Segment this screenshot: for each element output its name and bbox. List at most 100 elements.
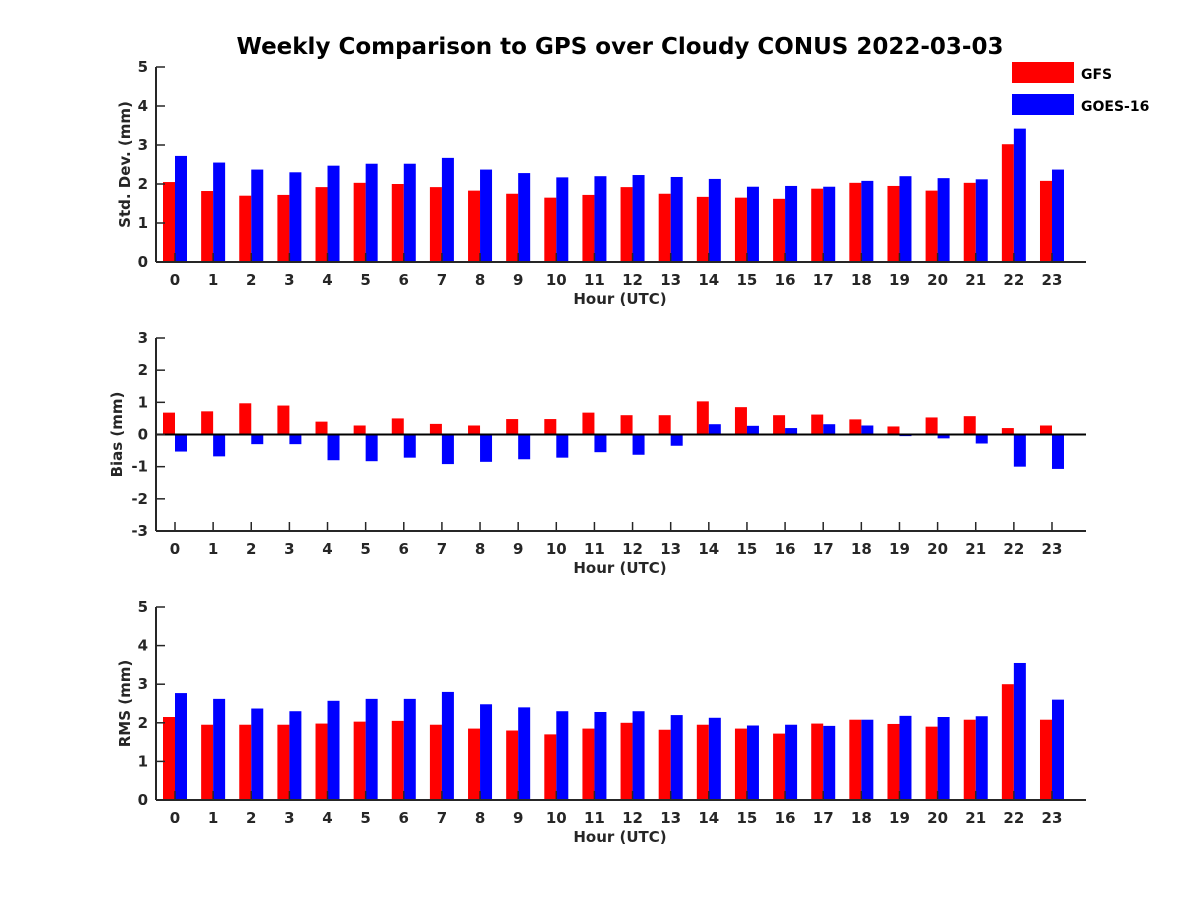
x-tick-label-bias: 17 [813, 540, 834, 558]
bar-rms-goes-16-13 [670, 715, 683, 800]
x-tick-label-std-dev: 1 [208, 271, 218, 289]
x-tick-label-std-dev: 18 [851, 271, 872, 289]
y-tick-label-rms: 1 [138, 752, 148, 770]
bar-rms-gfs-13 [658, 729, 671, 800]
x-tick-label-bias: 7 [437, 540, 447, 558]
bar-rms-goes-16-8 [480, 704, 493, 800]
bar-bias-goes-16-13 [670, 434, 683, 446]
bar-bias-goes-16-10 [556, 434, 569, 458]
chart-title: Weekly Comparison to GPS over Cloudy CON… [237, 34, 1004, 60]
x-axis-label-std-dev: Hour (UTC) [573, 290, 666, 308]
x-tick-label-std-dev: 7 [437, 271, 447, 289]
bar-bias-goes-16-2 [251, 434, 264, 445]
bar-rms-gfs-15 [734, 728, 747, 800]
bar-std-dev-goes-16-14 [708, 178, 721, 262]
x-tick-label-std-dev: 11 [584, 271, 605, 289]
bar-bias-gfs-15 [734, 407, 747, 435]
bar-rms-goes-16-18 [861, 719, 874, 800]
bar-std-dev-goes-16-6 [403, 163, 416, 262]
bar-rms-goes-16-16 [785, 724, 798, 800]
bar-bias-gfs-2 [239, 403, 252, 435]
x-tick-label-bias: 11 [584, 540, 605, 558]
x-tick-label-bias: 20 [927, 540, 948, 558]
bar-rms-goes-16-3 [289, 711, 302, 800]
bar-rms-goes-16-5 [365, 698, 378, 800]
x-tick-label-bias: 12 [622, 540, 643, 558]
y-tick-label-rms: 2 [138, 714, 148, 732]
legend-swatch-gfs [1012, 62, 1074, 83]
x-tick-label-rms: 7 [437, 809, 447, 827]
bar-bias-gfs-11 [582, 412, 595, 435]
bar-bias-goes-16-1 [213, 434, 226, 457]
x-tick-label-bias: 16 [775, 540, 796, 558]
bar-std-dev-goes-16-5 [365, 163, 378, 262]
bar-bias-goes-16-18 [861, 425, 874, 435]
x-tick-label-bias: 21 [965, 540, 986, 558]
bar-std-dev-gfs-13 [658, 193, 671, 262]
bar-bias-gfs-9 [506, 419, 519, 435]
bar-rms-goes-16-9 [518, 707, 531, 800]
legend-label-gfs: GFS [1081, 67, 1112, 83]
x-tick-label-rms: 18 [851, 809, 872, 827]
bar-rms-gfs-7 [429, 724, 442, 800]
x-tick-label-std-dev: 17 [813, 271, 834, 289]
x-tick-label-std-dev: 16 [775, 271, 796, 289]
x-tick-label-std-dev: 19 [889, 271, 910, 289]
bar-bias-goes-16-3 [289, 434, 302, 445]
bar-bias-gfs-5 [353, 425, 366, 435]
bar-rms-goes-16-1 [213, 698, 226, 800]
y-tick-label-std-dev: 1 [138, 214, 148, 232]
bar-rms-goes-16-23 [1051, 699, 1064, 800]
bar-bias-goes-16-5 [365, 434, 378, 462]
y-tick-label-std-dev: 2 [138, 175, 148, 193]
x-tick-label-rms: 9 [513, 809, 523, 827]
bar-bias-gfs-8 [468, 425, 481, 435]
bar-bias-gfs-17 [811, 414, 824, 435]
x-tick-label-std-dev: 10 [546, 271, 567, 289]
y-tick-label-bias: 3 [138, 329, 148, 347]
x-tick-label-std-dev: 22 [1003, 271, 1024, 289]
bar-bias-gfs-7 [429, 423, 442, 435]
x-tick-label-std-dev: 8 [475, 271, 485, 289]
bar-bias-gfs-13 [658, 415, 671, 435]
bar-rms-gfs-22 [1001, 684, 1014, 800]
bar-std-dev-goes-16-18 [861, 180, 874, 262]
bar-bias-gfs-19 [887, 426, 900, 435]
bar-rms-goes-16-15 [746, 725, 759, 800]
bar-rms-goes-16-14 [708, 717, 721, 800]
y-tick-label-bias: -1 [131, 458, 148, 476]
bar-bias-goes-16-14 [708, 424, 721, 435]
x-tick-label-rms: 5 [360, 809, 370, 827]
x-tick-label-rms: 0 [170, 809, 180, 827]
bar-std-dev-gfs-23 [1039, 180, 1052, 262]
legend-swatch-goes-16 [1012, 94, 1074, 115]
x-tick-label-std-dev: 6 [399, 271, 409, 289]
bar-bias-goes-16-12 [632, 434, 645, 455]
bar-std-dev-goes-16-21 [975, 179, 988, 262]
bar-rms-gfs-8 [468, 728, 481, 800]
x-tick-label-std-dev: 4 [322, 271, 332, 289]
x-tick-label-std-dev: 0 [170, 271, 180, 289]
y-tick-label-std-dev: 3 [138, 136, 148, 154]
x-tick-label-std-dev: 23 [1042, 271, 1063, 289]
x-tick-label-rms: 20 [927, 809, 948, 827]
x-tick-label-rms: 15 [737, 809, 758, 827]
x-tick-label-bias: 13 [660, 540, 681, 558]
bar-rms-goes-16-2 [251, 708, 264, 800]
x-tick-label-rms: 23 [1042, 809, 1063, 827]
x-tick-label-rms: 17 [813, 809, 834, 827]
y-tick-label-rms: 3 [138, 675, 148, 693]
y-tick-label-bias: 0 [138, 426, 148, 444]
x-tick-label-rms: 22 [1003, 809, 1024, 827]
x-tick-label-bias: 8 [475, 540, 485, 558]
bar-bias-goes-16-16 [785, 428, 798, 435]
bar-std-dev-goes-16-20 [937, 178, 950, 262]
bar-bias-goes-16-4 [327, 434, 340, 461]
bar-bias-goes-16-8 [480, 434, 493, 462]
bar-bias-gfs-10 [544, 419, 557, 435]
x-tick-label-std-dev: 13 [660, 271, 681, 289]
bar-rms-gfs-11 [582, 728, 595, 800]
